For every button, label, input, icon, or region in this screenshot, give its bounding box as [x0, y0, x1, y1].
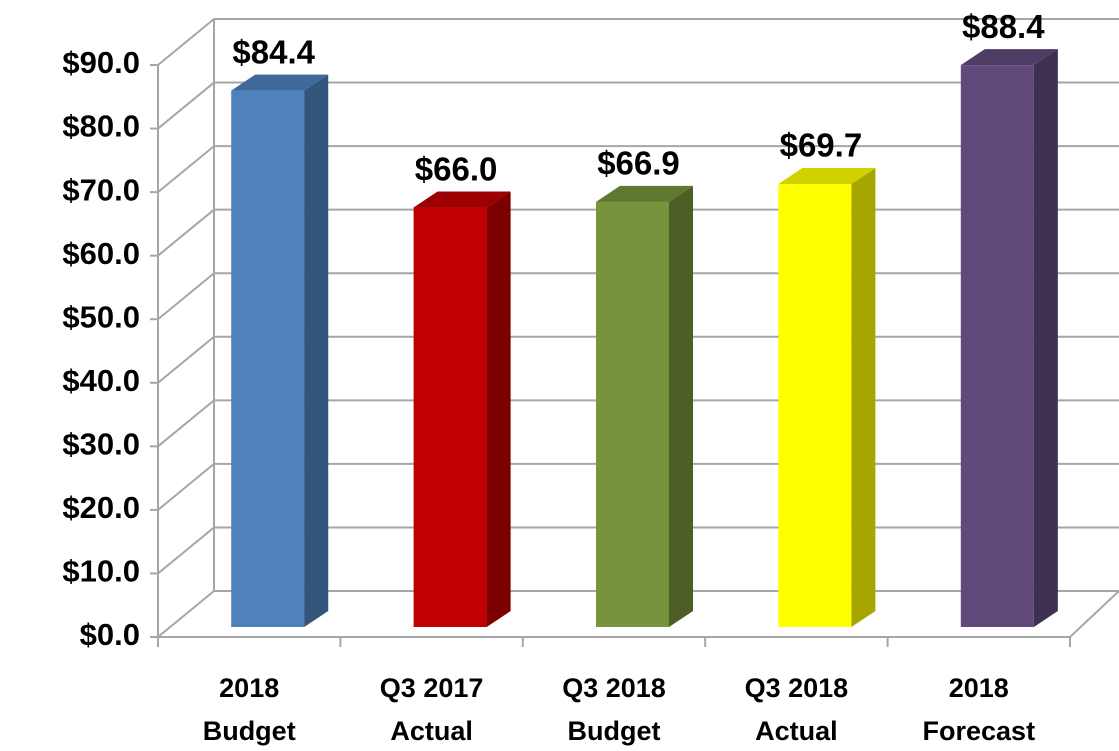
x-tick-label: 2018 — [949, 673, 1009, 703]
value-label: $66.9 — [597, 145, 680, 182]
bar-top-shade — [596, 185, 693, 202]
bar-top-shade — [778, 168, 876, 185]
bar-side-shade — [486, 191, 511, 628]
y-tick-label: $50.0 — [62, 299, 140, 334]
bar-side — [669, 185, 693, 627]
x-tick-label: Actual — [390, 716, 473, 746]
bar — [960, 65, 1034, 628]
bar-side — [304, 74, 329, 627]
x-tick-label: Actual — [755, 716, 838, 746]
bar-top — [778, 168, 876, 185]
x-tick-label: Forecast — [923, 716, 1036, 746]
y-tick-label: $70.0 — [62, 172, 140, 207]
bar — [413, 207, 487, 628]
bar-side-shade — [851, 168, 876, 628]
y-tick-label: $60.0 — [62, 236, 140, 271]
value-label: $66.0 — [415, 150, 498, 187]
x-tick-label: 2018 — [219, 673, 279, 703]
grid-line — [157, 81, 1119, 130]
bar-side — [486, 191, 511, 628]
y-tick-label: $30.0 — [62, 427, 140, 462]
y-tick-label: $40.0 — [62, 363, 140, 398]
x-tick-label: Budget — [568, 716, 661, 746]
bar-side-shade — [1033, 49, 1058, 628]
y-tick-label: $10.0 — [62, 554, 140, 589]
bar — [596, 201, 669, 627]
x-tick-label: Q3 2018 — [562, 673, 666, 703]
bar-top — [231, 74, 329, 91]
bar-top — [596, 185, 693, 202]
grid-line — [157, 145, 1119, 193]
value-label: $84.4 — [232, 33, 315, 70]
x-tick-label: Q3 2018 — [745, 673, 849, 703]
bar-side-shade — [304, 74, 329, 627]
bar-top — [960, 49, 1058, 66]
bar-side — [1033, 49, 1058, 628]
value-label: $88.4 — [962, 8, 1045, 45]
x-tick-label: Q3 2017 — [380, 673, 484, 703]
bar-side — [851, 168, 876, 628]
bar-side-shade — [669, 185, 693, 627]
grid-line — [157, 18, 1119, 66]
y-tick-label: $80.0 — [62, 109, 140, 144]
bar — [778, 184, 852, 628]
y-tick-label: $0.0 — [80, 617, 140, 652]
bar-top — [413, 191, 511, 208]
bar-top-shade — [231, 74, 329, 91]
y-tick-label: $20.0 — [62, 490, 140, 525]
bar — [231, 90, 305, 627]
floor-right-edge — [1069, 590, 1119, 638]
y-tick-label: $90.0 — [62, 45, 140, 80]
bar-top-shade — [960, 49, 1058, 66]
value-label: $69.7 — [780, 127, 863, 164]
x-tick-label: Budget — [203, 716, 296, 746]
bar-top-shade — [413, 191, 511, 208]
